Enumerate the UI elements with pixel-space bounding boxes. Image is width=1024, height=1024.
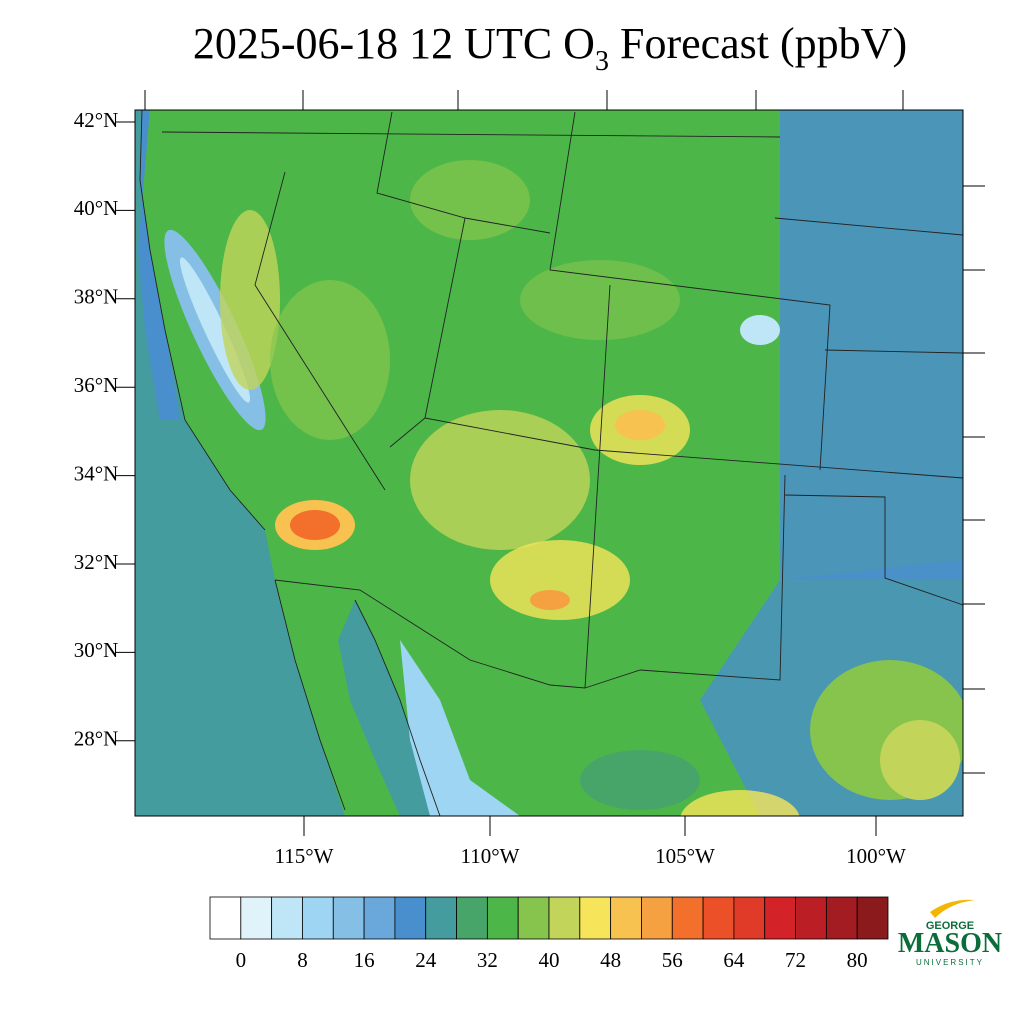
logo-bottom: UNIVERSITY	[916, 958, 984, 967]
colorbar-label: 32	[477, 948, 498, 972]
colorbar-box	[456, 896, 488, 940]
colorbar-box	[425, 896, 457, 940]
colorbar-label: 80	[847, 948, 868, 972]
map-frame	[134, 109, 964, 817]
colorbar-box	[332, 896, 365, 940]
colorbar-box	[271, 896, 303, 940]
colorbar-label: 16	[354, 948, 375, 972]
title-main: 2025-06-18 12 UTC O	[193, 19, 595, 68]
lat-label: 38°N	[74, 285, 119, 309]
colorbar-box	[486, 896, 519, 940]
colorbar: 0 8 16 24 32 40 48 56 64 72 80	[209, 896, 889, 972]
colorbar-box	[209, 896, 242, 940]
logo-name: MASON	[898, 928, 1002, 959]
colorbar-box	[825, 896, 858, 940]
logo-top: GEORGE	[926, 920, 974, 932]
colorbar-box	[702, 896, 735, 940]
colorbar-box	[240, 896, 273, 940]
colorbar-label: 72	[785, 948, 806, 972]
colorbar-label: 0	[236, 948, 247, 972]
lon-label: 100°W	[846, 844, 906, 868]
logo: GEORGE MASON UNIVERSITY	[898, 899, 1002, 967]
colorbar-box	[733, 896, 766, 940]
colorbar-label: 64	[723, 948, 745, 972]
colorbar-box	[517, 896, 550, 940]
lat-label: 36°N	[74, 373, 119, 397]
colorbar-box	[856, 896, 889, 940]
colorbar-box	[394, 896, 427, 940]
colorbar-box	[764, 896, 796, 940]
frame-ticks	[144, 90, 985, 836]
colorbar-box	[579, 896, 612, 940]
colorbar-box	[302, 896, 334, 940]
colorbar-label: 24	[415, 948, 437, 972]
colorbar-label: 40	[539, 948, 560, 972]
lon-label: 105°W	[655, 844, 715, 868]
title-rest: Forecast (ppbV)	[609, 19, 907, 68]
lat-label: 40°N	[74, 196, 119, 220]
map-field	[135, 110, 963, 816]
axis-labels: 42°N 40°N 38°N 36°N 34°N 32°N 30°N 28°N 115°W 110…	[74, 108, 906, 868]
colorbar-box	[671, 896, 704, 940]
colorbar-label: 48	[600, 948, 621, 972]
colorbar-label: 56	[662, 948, 683, 972]
logo-swoosh	[930, 899, 975, 918]
title: 2025-06-18 12 UTC O3 Forecast (ppbV)	[193, 19, 907, 77]
colorbar-box	[641, 896, 673, 940]
colorbar-box	[363, 896, 396, 940]
lat-label: 28°N	[74, 727, 119, 751]
lon-label: 115°W	[275, 844, 334, 868]
lat-label: 32°N	[74, 550, 119, 574]
lat-label: 30°N	[74, 638, 119, 662]
colorbar-box	[610, 896, 642, 940]
lat-label: 42°N	[74, 108, 119, 132]
colorbar-label: 8	[297, 948, 308, 972]
colorbar-box	[548, 896, 581, 940]
lon-label: 110°W	[461, 844, 520, 868]
title-subscript: 3	[595, 46, 609, 77]
tick-marks	[144, 90, 985, 836]
lat-label: 34°N	[74, 461, 119, 485]
colorbar-box	[795, 896, 827, 940]
